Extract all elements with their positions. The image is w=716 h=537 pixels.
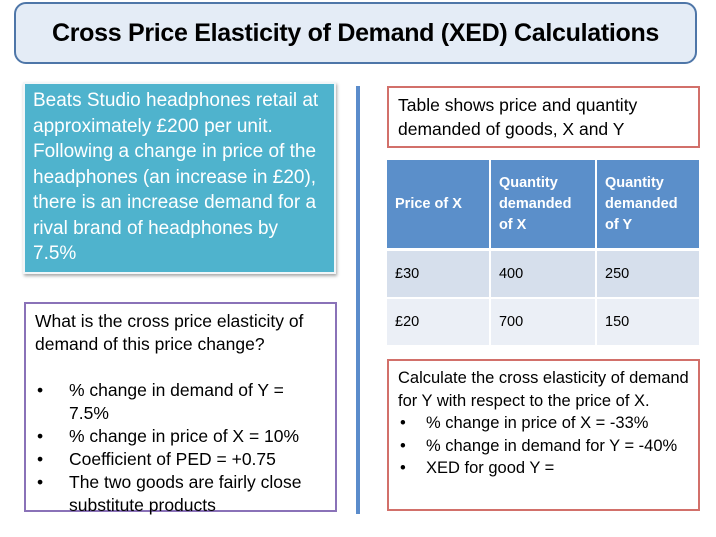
price-quantity-table: Price of X Quantity demanded of X Quanti… <box>387 160 699 347</box>
exercise-box: Calculate the cross elasticity of demand… <box>387 359 700 511</box>
exercise-list: % change in price of X = -33% % change i… <box>398 412 689 480</box>
scenario-box: Beats Studio headphones retail at approx… <box>23 82 336 274</box>
answer-item: Coefficient of PED = +0.75 <box>35 448 326 471</box>
table-caption: Table shows price and quantity demanded … <box>398 95 638 139</box>
cell-quantity-y: 250 <box>596 249 699 299</box>
header-quantity-x: Quantity demanded of X <box>489 160 598 251</box>
table-header-row: Price of X Quantity demanded of X Quanti… <box>387 160 699 251</box>
header-quantity-y: Quantity demanded of Y <box>596 160 699 251</box>
answer-item: The two goods are fairly close substitut… <box>35 471 326 517</box>
cell-quantity-x: 700 <box>489 298 598 347</box>
exercise-text: Calculate the cross elasticity of demand… <box>398 369 689 410</box>
question-text: What is the cross price elasticity of de… <box>35 311 304 354</box>
title-banner: Cross Price Elasticity of Demand (XED) C… <box>14 2 697 64</box>
exercise-item: % change in demand for Y = -40% <box>398 435 689 458</box>
header-price-x: Price of X <box>387 160 491 251</box>
table-row: £30 400 250 <box>387 249 699 299</box>
table-caption-box: Table shows price and quantity demanded … <box>387 86 700 148</box>
question-box: What is the cross price elasticity of de… <box>24 302 337 515</box>
cell-quantity-x: 400 <box>489 249 598 299</box>
page-title: Cross Price Elasticity of Demand (XED) C… <box>51 18 660 47</box>
vertical-divider <box>356 86 360 514</box>
cell-price-x: £20 <box>387 298 491 347</box>
cell-quantity-y: 150 <box>596 298 699 347</box>
exercise-item: % change in price of X = -33% <box>398 412 689 435</box>
scenario-text: Beats Studio headphones retail at approx… <box>33 90 319 264</box>
answer-list: % change in demand of Y = 7.5% % change … <box>35 379 326 517</box>
cell-price-x: £30 <box>387 249 491 299</box>
table-row: £20 700 150 <box>387 298 699 347</box>
exercise-item: XED for good Y = <box>398 457 689 480</box>
answer-item: % change in price of X = 10% <box>35 425 326 448</box>
answer-item: % change in demand of Y = 7.5% <box>35 379 326 425</box>
